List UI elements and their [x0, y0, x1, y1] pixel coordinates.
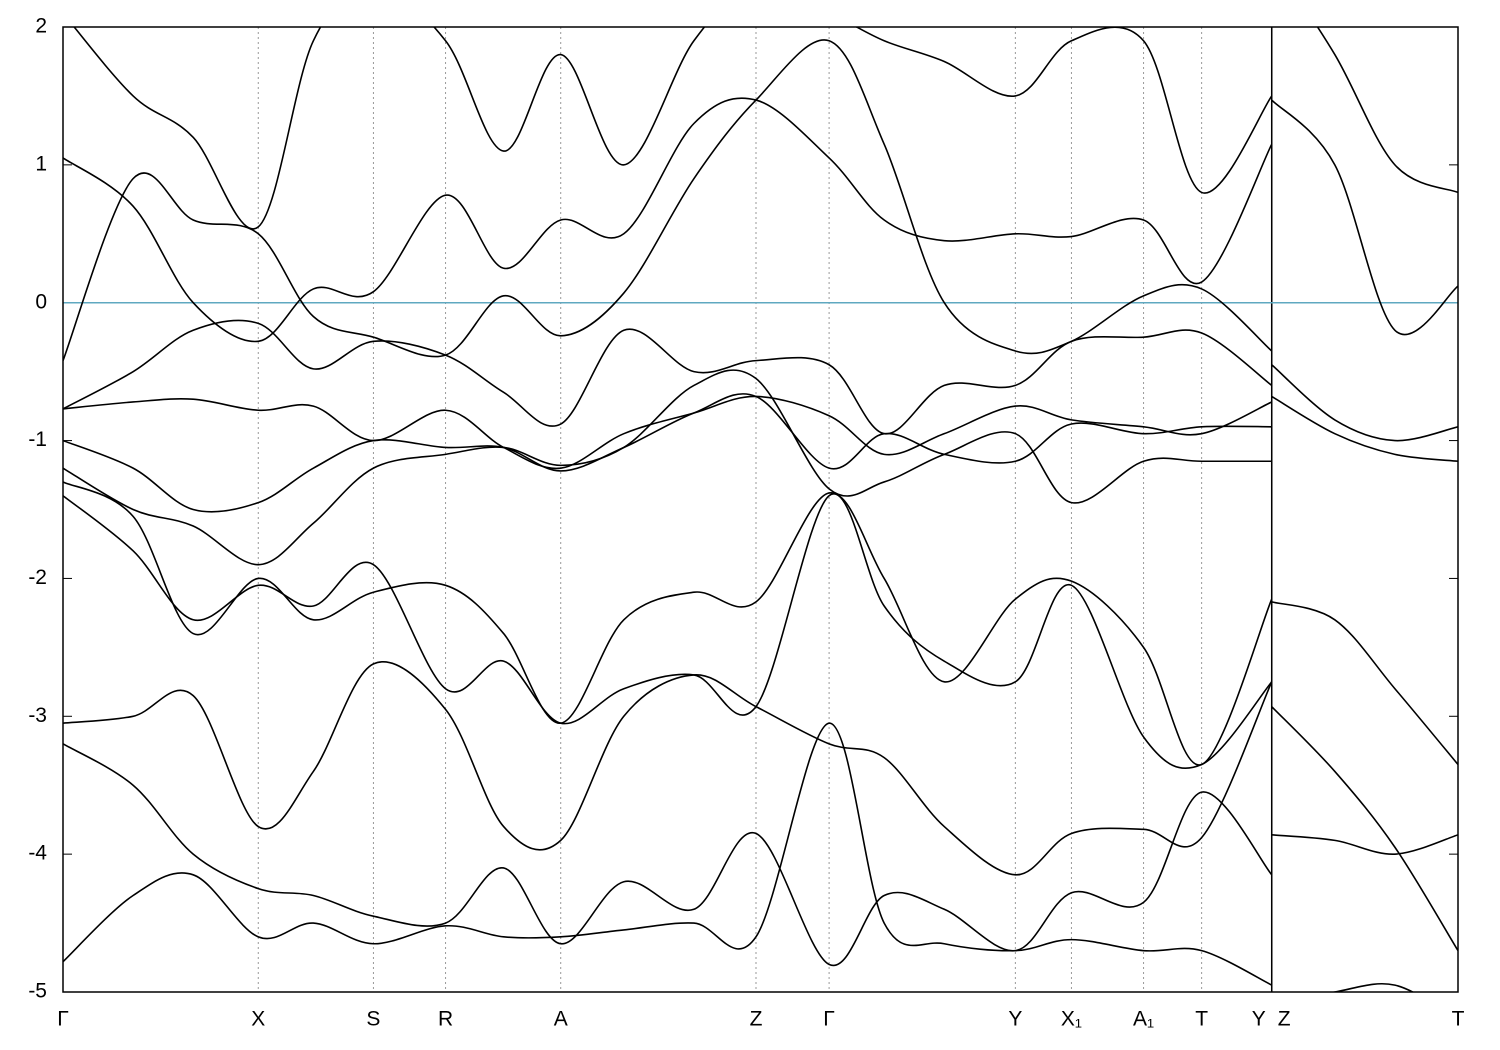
band-line	[63, 743, 1273, 967]
band-line	[63, 393, 1458, 952]
x-tick-label: Y	[1008, 1008, 1022, 1031]
plot-frame	[62, 26, 1459, 993]
x-tick-label: X₁	[1061, 1008, 1082, 1031]
x-tick-label: S	[366, 1008, 380, 1031]
x-tick-label: T	[1452, 1008, 1465, 1031]
x-tick-label: Y	[1252, 1008, 1266, 1031]
y-tick-label: 0	[35, 290, 47, 313]
band-line	[63, 97, 1458, 343]
band-line	[63, 661, 1273, 876]
x-tick-label: T	[1195, 1008, 1208, 1031]
band-line	[63, 395, 1458, 766]
y-tick-label: -5	[28, 980, 47, 1003]
band-line	[63, 722, 1273, 986]
y-tick-label: -2	[28, 566, 47, 589]
y-tick-label: 2	[35, 15, 47, 38]
bands	[63, 27, 1458, 992]
x-tick-label: A₁	[1133, 1008, 1154, 1031]
y-tick-label: -4	[28, 842, 47, 865]
y-tick-label: -3	[28, 704, 47, 727]
x-tick-label: Z	[1278, 1008, 1291, 1031]
x-tick-label: A	[554, 1008, 568, 1031]
x-tick-label: Z	[750, 1008, 763, 1031]
grid	[63, 26, 1458, 993]
band-line	[63, 319, 1458, 463]
band-line	[63, 481, 1415, 992]
band-line	[63, 39, 1458, 442]
x-tick-label: Γ	[823, 1008, 835, 1031]
y-tick-label: 1	[35, 152, 47, 175]
band-line	[73, 27, 1458, 230]
x-tick-label: Γ	[57, 1008, 69, 1031]
x-tick-label: X	[251, 1008, 265, 1031]
y-tick-label: -1	[28, 428, 47, 451]
band-line	[63, 369, 1458, 855]
x-tick-label: R	[438, 1008, 453, 1031]
